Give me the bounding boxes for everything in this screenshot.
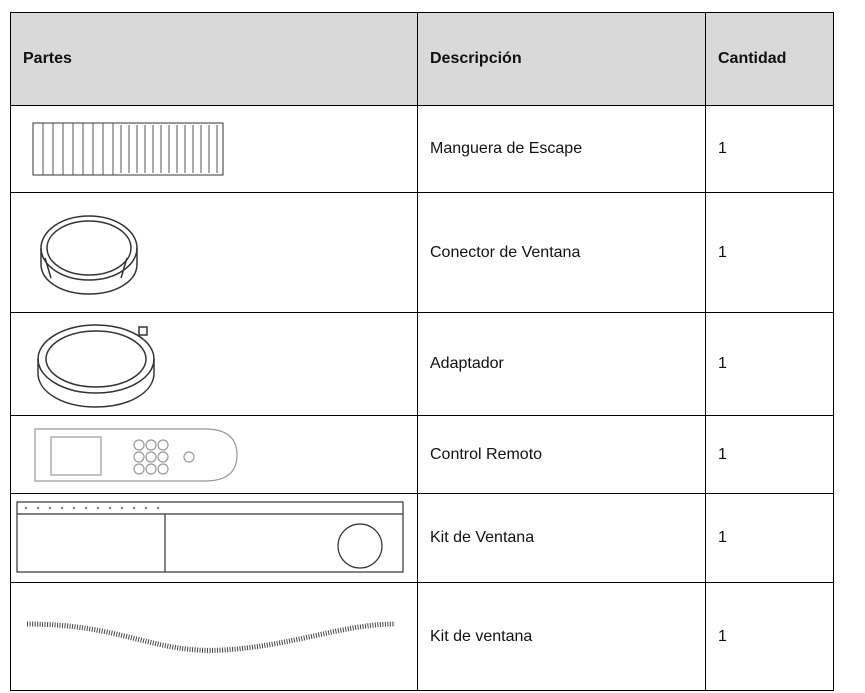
row: Adaptador 1	[10, 312, 834, 416]
description-cell: Kit de Ventana	[417, 493, 706, 583]
window-kit-strip-image	[26, 621, 396, 653]
window-kit-image	[16, 501, 404, 573]
row: Manguera de Escape 1	[10, 105, 834, 193]
image-cell	[10, 312, 418, 416]
row: Kit de ventana 1	[10, 582, 834, 691]
image-cell	[10, 582, 418, 691]
description-cell: Kit de ventana	[417, 582, 706, 691]
quantity-cell: 1	[705, 493, 834, 583]
quantity-cell: 1	[705, 105, 834, 193]
image-cell	[10, 415, 418, 494]
row: Kit de Ventana 1	[10, 493, 834, 583]
quantity-cell: 1	[705, 582, 834, 691]
header-cell: Partes	[10, 12, 418, 106]
row: Conector de Ventana 1	[10, 192, 834, 313]
hose-image	[32, 122, 224, 176]
description-cell: Control Remoto	[417, 415, 706, 494]
image-cell	[10, 105, 418, 193]
image-cell	[10, 192, 418, 313]
parts-table: Partes Descripción Cantidad Manguera de …	[10, 12, 834, 691]
description-cell: Adaptador	[417, 312, 706, 416]
remote-image	[34, 427, 238, 482]
quantity-cell: 1	[705, 192, 834, 313]
header-cell: Cantidad	[705, 12, 834, 106]
quantity-cell: 1	[705, 415, 834, 494]
connector-image	[40, 214, 138, 295]
image-cell	[10, 493, 418, 583]
description-cell: Conector de Ventana	[417, 192, 706, 313]
adapter-image	[37, 323, 155, 408]
header-row: Partes Descripción Cantidad	[10, 12, 834, 106]
description-cell: Manguera de Escape	[417, 105, 706, 193]
quantity-cell: 1	[705, 312, 834, 416]
header-cell: Descripción	[417, 12, 706, 106]
row: Control Remoto 1	[10, 415, 834, 494]
